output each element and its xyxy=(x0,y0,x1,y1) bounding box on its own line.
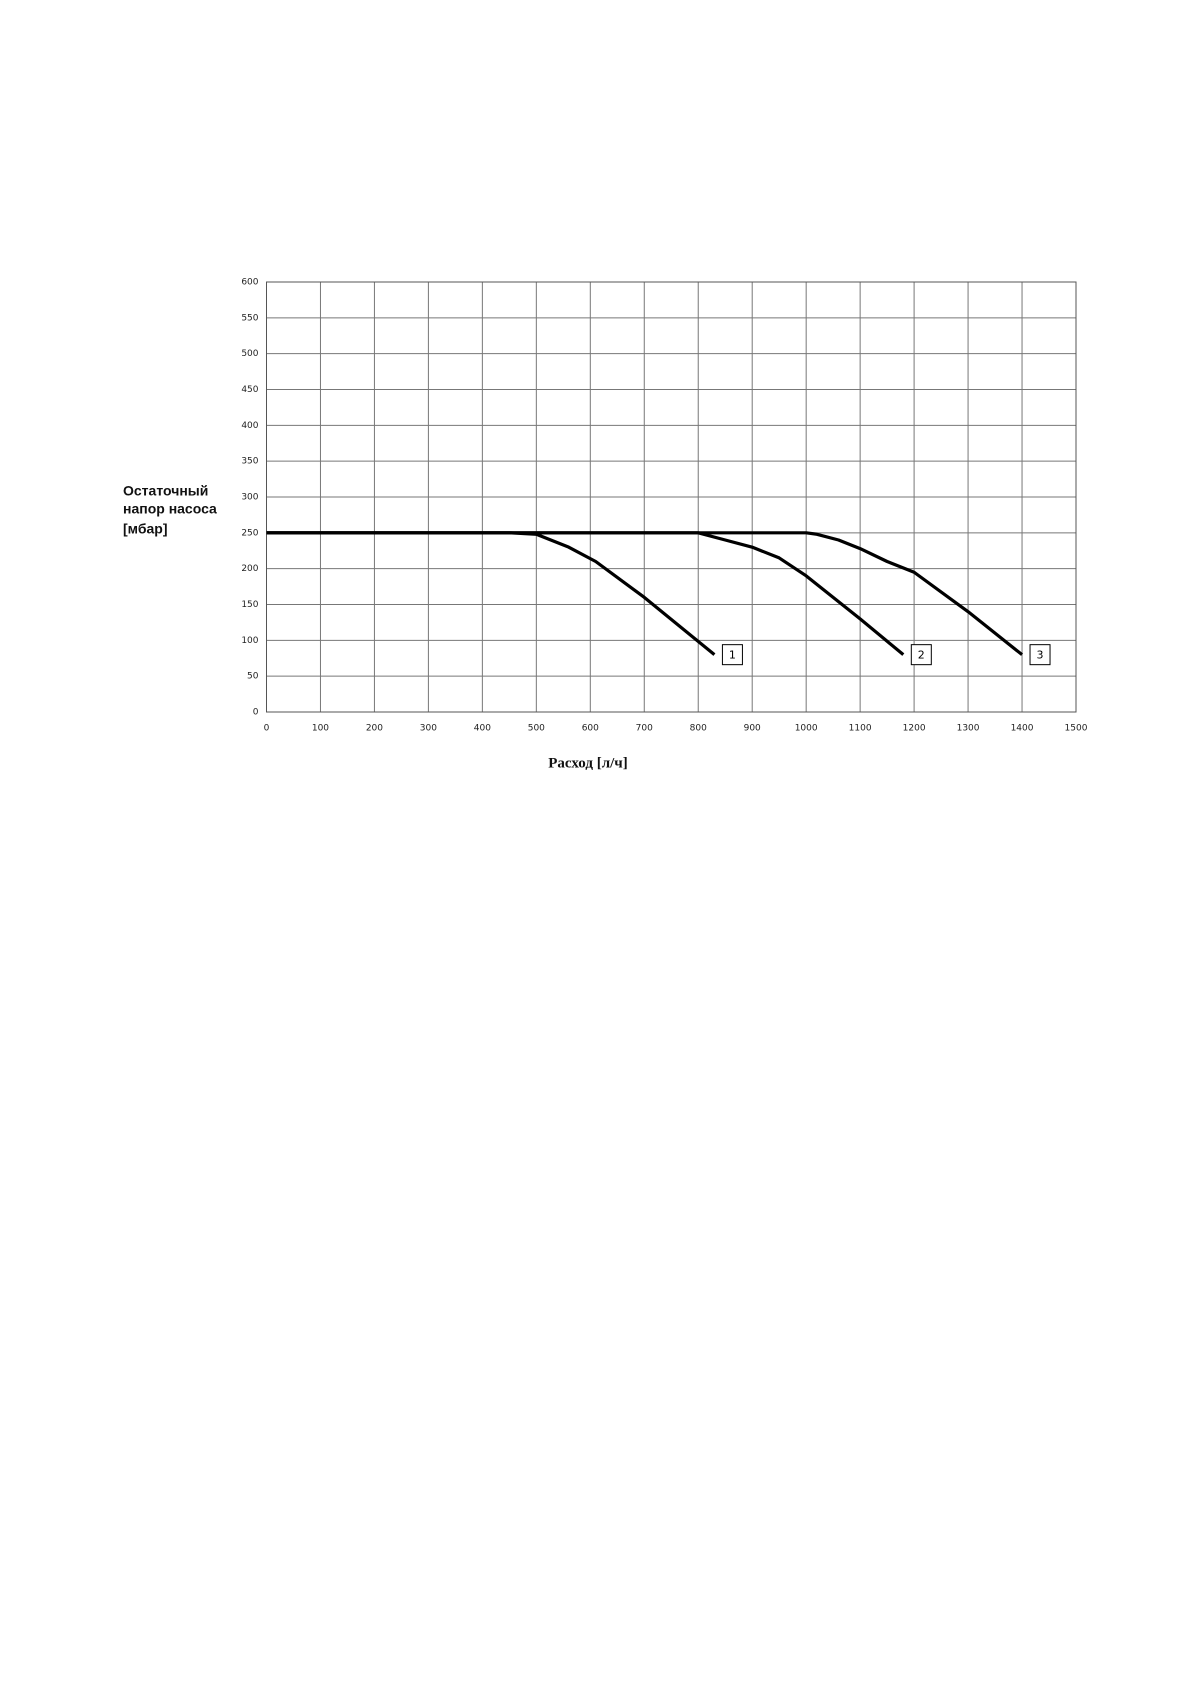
x-tick-label: 700 xyxy=(636,724,653,734)
y-tick-label: 100 xyxy=(241,636,258,646)
y-tick-label: 200 xyxy=(241,564,258,574)
y-tick-label: 250 xyxy=(241,528,258,538)
x-tick-label: 1500 xyxy=(1065,724,1088,734)
y-axis-label: напор насоса xyxy=(123,501,217,517)
y-tick-label: 350 xyxy=(241,457,258,467)
x-tick-label: 300 xyxy=(420,724,437,734)
series-tag-box xyxy=(721,644,743,666)
y-tick-label: 0 xyxy=(253,708,259,718)
series-tag: 3 xyxy=(1037,649,1044,662)
x-tick-label: 1200 xyxy=(903,724,926,734)
x-axis-label: Расход [л/ч] xyxy=(548,755,628,771)
y-tick-label: 450 xyxy=(241,385,258,395)
x-tick-label: 200 xyxy=(366,724,383,734)
series-tag: 2 xyxy=(918,649,925,662)
y-tick-label: 500 xyxy=(241,349,258,359)
y-tick-label: 550 xyxy=(241,313,258,323)
x-tick-label: 1100 xyxy=(849,724,872,734)
y-tick-label: 150 xyxy=(241,600,258,610)
x-tick-label: 400 xyxy=(474,724,491,734)
y-axis-label: [мбар] xyxy=(123,521,167,537)
series-tag-box xyxy=(1029,644,1051,666)
x-tick-label: 500 xyxy=(528,724,545,734)
series-line xyxy=(266,531,1024,656)
x-tick-label: 100 xyxy=(312,724,329,734)
x-tick-label: 1000 xyxy=(795,724,818,734)
y-tick-label: 400 xyxy=(241,421,258,431)
series-tag: 1 xyxy=(729,649,736,662)
y-axis-label: Остаточный xyxy=(123,483,208,499)
x-tick-label: 600 xyxy=(582,724,599,734)
plot-frame xyxy=(266,281,1077,713)
y-tick-label: 600 xyxy=(241,278,258,288)
series-tag-box xyxy=(910,644,932,666)
x-tick-label: 1300 xyxy=(957,724,980,734)
y-tick-label: 300 xyxy=(241,493,258,503)
y-tick-label: 50 xyxy=(247,672,259,682)
x-tick-label: 1400 xyxy=(1011,724,1034,734)
x-tick-label: 0 xyxy=(264,724,270,734)
x-tick-label: 800 xyxy=(690,724,707,734)
x-tick-label: 900 xyxy=(744,724,761,734)
